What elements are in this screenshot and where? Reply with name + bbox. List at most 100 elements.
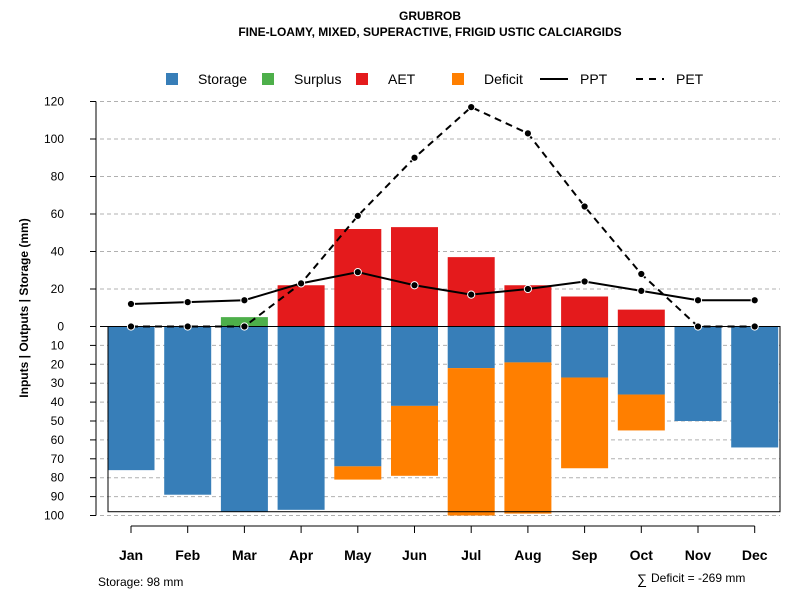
storage-bar-feb (164, 326, 212, 495)
storage-bar-jan (107, 326, 155, 471)
y-axis-label: Inputs | Outputs | Storage (mm) (17, 218, 31, 397)
bars-layer (107, 227, 779, 516)
y-tick-label-lower-30: 30 (51, 376, 65, 390)
y-tick-label-lower-50: 50 (51, 414, 65, 428)
y-tick-label-lower-100: 100 (44, 509, 64, 523)
sum-symbol: ∑ (637, 571, 647, 587)
ppt-point-feb (183, 298, 192, 307)
y-tick-label-lower-60: 60 (51, 433, 65, 447)
storage-bar-aug (504, 326, 552, 363)
storage-bar-may (334, 326, 382, 467)
ppt-point-nov (693, 296, 703, 305)
pet-point-oct (637, 269, 646, 279)
ppt-point-mar (240, 296, 249, 305)
ppt-point-oct (637, 286, 646, 295)
aet-bar-jun (391, 227, 438, 327)
x-tick-label-dec: Dec (742, 547, 768, 563)
storage-bar-jun (391, 326, 438, 406)
y-tick-label-upper-0: 0 (57, 320, 64, 334)
legend-label-pet: PET (676, 71, 704, 87)
deficit-bar-oct (617, 394, 665, 431)
chart-subtitle: FINE-LOAMY, MIXED, SUPERACTIVE, FRIGID U… (238, 25, 621, 39)
x-tick-label-may: May (344, 547, 371, 563)
chart-title: GRUBROB (399, 9, 461, 23)
deficit-bar-may (334, 466, 382, 480)
storage-bar-oct (617, 326, 665, 395)
aet-bar-oct (617, 309, 665, 327)
legend-swatch-surplus (262, 73, 274, 85)
y-tick-label-lower-40: 40 (51, 395, 65, 409)
pet-point-may (353, 211, 362, 220)
ppt-point-aug (523, 284, 533, 294)
x-tick-label-aug: Aug (514, 547, 541, 563)
x-tick-label-feb: Feb (175, 547, 200, 563)
y-tick-label-upper-40: 40 (51, 245, 65, 259)
ppt-point-sep (580, 277, 589, 286)
legend-label-storage: Storage (198, 71, 247, 87)
legend-label-surplus: Surplus (294, 71, 341, 87)
ppt-point-apr (297, 279, 306, 288)
legend-swatch-storage (166, 73, 178, 85)
pet-point-nov (693, 322, 703, 331)
surplus-bar-mar (220, 317, 268, 327)
x-tick-label-mar: Mar (232, 547, 257, 563)
deficit-bar-jul (447, 368, 495, 516)
x-tick-label-oct: Oct (630, 547, 654, 563)
ppt-point-jul (467, 290, 476, 299)
pet-point-dec (750, 322, 759, 331)
y-tick-label-upper-100: 100 (44, 132, 64, 146)
y-tick-label-lower-90: 90 (51, 490, 65, 504)
deficit-bar-aug (504, 362, 552, 514)
pet-point-feb (183, 322, 192, 331)
storage-bar-mar (220, 326, 268, 512)
x-tick-label-jul: Jul (461, 547, 481, 563)
axes-layer: 0 20 40 60 80 100 120 10 20 30 40 50 60 70 80 90 100 Jan F… (44, 95, 768, 564)
storage-bar-jul (447, 326, 495, 369)
y-tick-label-upper-60: 60 (51, 207, 65, 221)
storage-bar-dec (731, 326, 779, 448)
y-tick-label-upper-20: 20 (51, 282, 65, 296)
ppt-point-dec (750, 296, 759, 305)
aet-bar-may (334, 229, 382, 327)
deficit-bar-sep (561, 377, 609, 469)
ppt-line (130, 271, 755, 305)
legend-swatch-aet (356, 73, 368, 85)
ppt-point-jun (410, 281, 419, 290)
x-tick-label-sep: Sep (572, 547, 598, 563)
legend-label-aet: AET (388, 71, 416, 87)
ppt-point-may (353, 268, 362, 277)
legend: Storage Surplus AET Deficit PPT PET (166, 71, 704, 87)
legend-label-ppt: PPT (580, 71, 608, 87)
y-tick-label-upper-120: 120 (44, 95, 64, 109)
y-tick-label-upper-80: 80 (51, 170, 65, 184)
pet-line (131, 105, 755, 328)
x-tick-label-jan: Jan (119, 547, 143, 563)
storage-bar-sep (561, 326, 609, 378)
ppt-point-jan (126, 299, 136, 309)
pet-point-mar (240, 322, 249, 331)
plot-frame (100, 326, 781, 513)
lines-layer (126, 103, 759, 331)
x-tick-label-nov: Nov (685, 547, 712, 563)
legend-label-deficit: Deficit (484, 71, 523, 87)
y-tick-label-lower-20: 20 (51, 357, 65, 371)
aet-bar-sep (561, 296, 609, 327)
storage-bar-nov (674, 326, 722, 421)
pet-point-jun (410, 153, 419, 162)
y-tick-label-lower-80: 80 (51, 471, 65, 485)
pet-point-jan (126, 322, 136, 331)
pet-point-sep (580, 202, 589, 211)
pet-point-aug (523, 129, 533, 138)
gridlines (100, 101, 780, 516)
storage-note: Storage: 98 mm (98, 575, 183, 589)
x-tick-label-apr: Apr (289, 547, 314, 563)
legend-swatch-deficit (452, 73, 464, 85)
y-tick-label-lower-10: 10 (51, 338, 65, 352)
x-tick-label-jun: Jun (402, 547, 427, 563)
aet-bar-apr (277, 285, 325, 327)
pet-point-jul (467, 103, 476, 112)
y-tick-label-lower-70: 70 (51, 452, 65, 466)
deficit-note: Deficit = -269 mm (651, 571, 745, 585)
